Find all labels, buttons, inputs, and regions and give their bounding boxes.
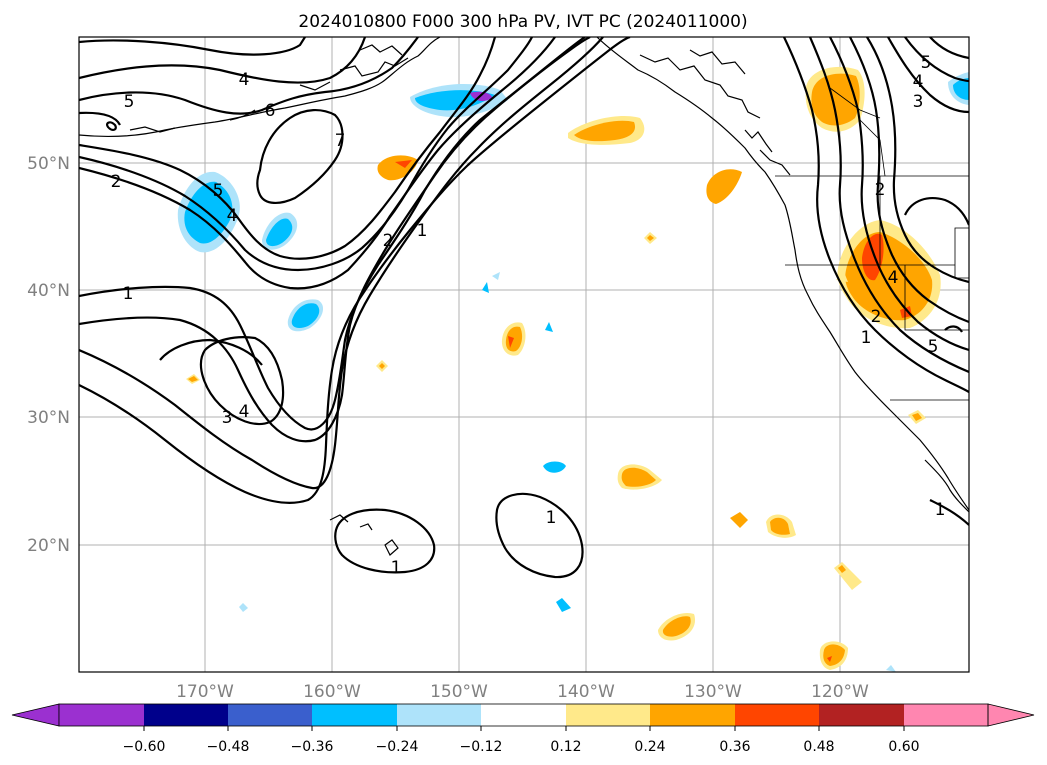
- colorbar-tick-label: 0.48: [803, 739, 834, 755]
- colorbar-segment: [735, 704, 819, 726]
- colorbar-ticks: [143, 726, 905, 731]
- colorbar: −0.60 −0.48 −0.36 −0.24 −0.12 0.12 0.24 …: [11, 703, 1035, 755]
- pv-contours: [79, 37, 969, 579]
- colorbar-segment: [566, 704, 650, 726]
- lat-label: 50°N: [27, 154, 70, 174]
- colorbar-tick-label: −0.36: [291, 739, 334, 755]
- contour-label: 4: [239, 402, 250, 422]
- lon-label: 170°W: [176, 682, 234, 702]
- lat-label: 20°N: [27, 536, 70, 556]
- contour-label: 1: [391, 558, 402, 578]
- lat-label: 40°N: [27, 281, 70, 301]
- contour-label: 4: [239, 70, 250, 90]
- contour-label: 5: [213, 181, 224, 201]
- contour-label: 3: [913, 92, 924, 112]
- colorbar-segment: [904, 704, 988, 726]
- contour-label: 5: [928, 337, 939, 357]
- lon-label: 120°W: [811, 682, 869, 702]
- contour-labels: 4 5 6 7 2 1 5 4 2 1 3 4 1 1 5 4 3 2 4 2 …: [111, 53, 946, 578]
- colorbar-segment: [228, 704, 312, 726]
- contour-label: 4: [888, 268, 899, 288]
- colorbar-tick-label: −0.12: [460, 739, 503, 755]
- contour-label: 3: [222, 408, 233, 428]
- contour-label: 1: [935, 500, 946, 520]
- colorbar-segment: [144, 704, 228, 726]
- contour-label: 1: [123, 284, 134, 304]
- colorbar-tick-label: 0.36: [719, 739, 750, 755]
- colorbar-min-extend: [11, 703, 60, 727]
- colorbar-tick-label: 0.24: [634, 739, 665, 755]
- lon-label: 130°W: [684, 682, 742, 702]
- contour-label: 6: [265, 101, 276, 121]
- map-title: 2024010800 F000 300 hPa PV, IVT PC (2024…: [298, 12, 747, 32]
- colorbar-tick-label: −0.60: [123, 739, 166, 755]
- contour-label: 5: [921, 53, 932, 73]
- colorbar-tick-label: −0.24: [376, 739, 419, 755]
- contour-label: 1: [417, 221, 428, 241]
- colorbar-segment: [650, 704, 735, 726]
- colorbar-tick-label: 0.12: [550, 739, 581, 755]
- lat-label: 30°N: [27, 408, 70, 428]
- contour-label: 4: [913, 72, 924, 92]
- contour-label: 1: [546, 508, 557, 528]
- contour-label: 2: [383, 231, 394, 251]
- colorbar-segment: [819, 704, 904, 726]
- colorbar-segment: [59, 704, 144, 726]
- contour-label: 7: [335, 131, 346, 151]
- colorbar-max-extend: [987, 703, 1035, 727]
- colorbar-segment: [397, 704, 481, 726]
- ivt-positive-shading: [186, 66, 941, 670]
- latitude-labels: 50°N 40°N 30°N 20°N: [27, 154, 70, 556]
- lon-label: 160°W: [303, 682, 361, 702]
- contour-label: 2: [875, 180, 886, 200]
- longitude-labels: 170°W 160°W 150°W 140°W 130°W 120°W: [176, 682, 869, 702]
- contour-label: 2: [111, 172, 122, 192]
- colorbar-segment: [481, 704, 566, 726]
- contour-label: 2: [871, 307, 882, 327]
- map-area: 4 5 6 7 2 1 5 4 2 1 3 4 1 1 5 4 3 2 4 2 …: [79, 37, 969, 672]
- colorbar-tick-label: −0.48: [207, 739, 250, 755]
- coastlines: [79, 37, 969, 556]
- contour-label: 5: [124, 92, 135, 112]
- contour-label: 4: [227, 206, 238, 226]
- lon-label: 150°W: [430, 682, 488, 702]
- map-frame: [78, 36, 970, 673]
- lon-label: 140°W: [557, 682, 615, 702]
- contour-label: 1: [861, 328, 872, 348]
- colorbar-tick-label: 0.60: [888, 739, 919, 755]
- colorbar-segment: [312, 704, 397, 726]
